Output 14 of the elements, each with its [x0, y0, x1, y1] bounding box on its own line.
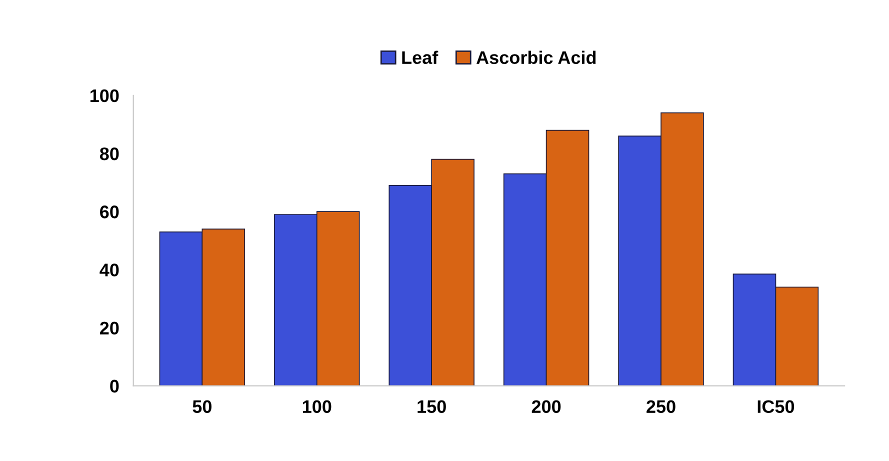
x-tick-label: 200 — [532, 400, 561, 414]
x-tick-label: IC50 — [758, 400, 794, 414]
y-tick-label: 100 — [90, 89, 119, 102]
x-tick-label: 50 — [192, 400, 212, 414]
legend-label: Ascorbic Acid — [476, 50, 596, 64]
y-tick-label: 40 — [100, 264, 119, 276]
x-tick-label: 150 — [418, 400, 446, 414]
x-tick-label: 250 — [646, 400, 676, 414]
y-tick-label: 0 — [110, 380, 119, 393]
legend-label: Leaf — [402, 50, 438, 64]
y-tick-label: 80 — [100, 147, 119, 160]
x-tick-label: 100 — [302, 400, 332, 414]
y-tick-label: 60 — [100, 206, 119, 218]
y-tick-label: 20 — [100, 322, 119, 334]
